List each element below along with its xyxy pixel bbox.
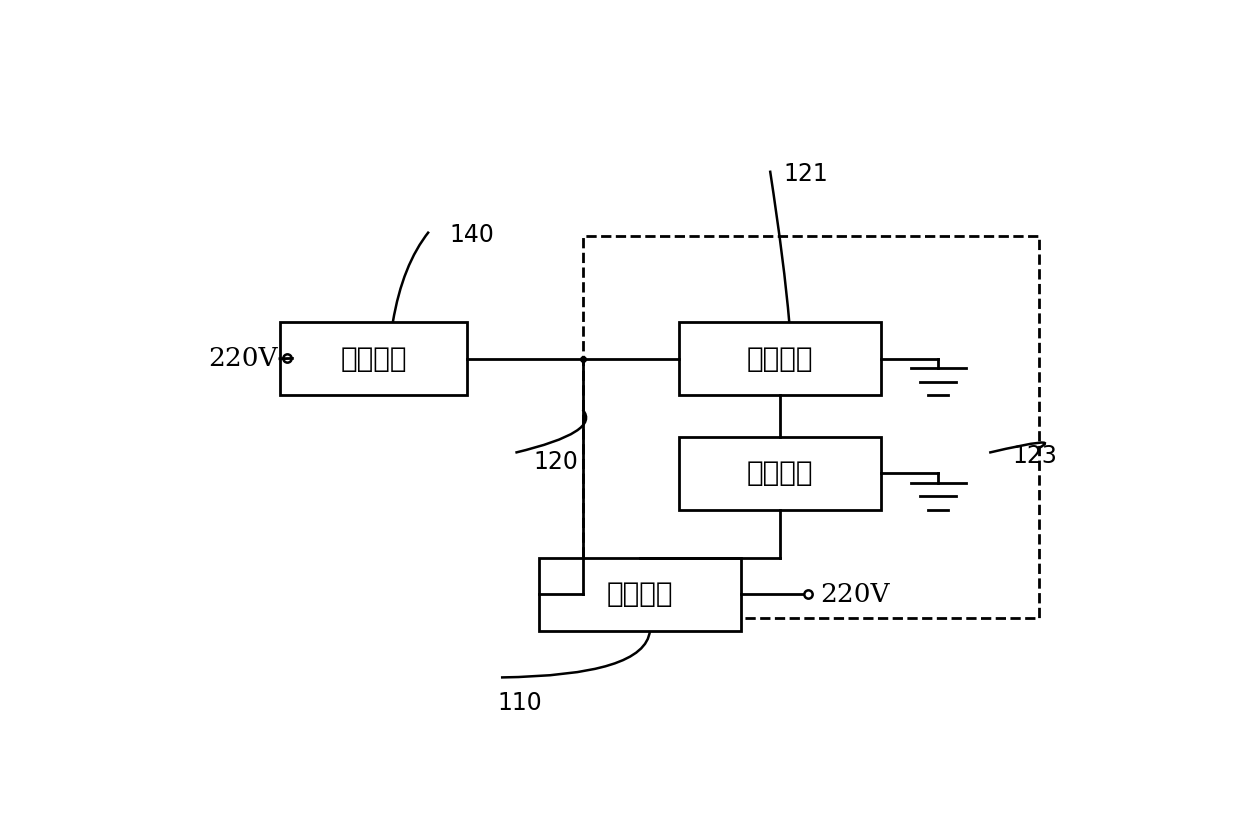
Bar (678, 437, 880, 510)
Bar (539, 557, 742, 631)
Text: 140: 140 (450, 222, 495, 247)
Bar (678, 323, 880, 395)
Text: 220V: 220V (820, 582, 889, 607)
Text: 电源模块: 电源模块 (340, 345, 407, 373)
Text: 120: 120 (533, 450, 578, 474)
Bar (280, 323, 467, 395)
Text: 121: 121 (784, 162, 828, 186)
Text: 110: 110 (497, 691, 543, 715)
Text: 123: 123 (1013, 444, 1058, 468)
Text: 计时模块: 计时模块 (608, 581, 673, 609)
Text: 光敏模块: 光敏模块 (746, 345, 813, 373)
Text: 开关模块: 开关模块 (746, 459, 813, 487)
Bar (583, 237, 1039, 619)
Text: 220V: 220V (208, 346, 278, 371)
